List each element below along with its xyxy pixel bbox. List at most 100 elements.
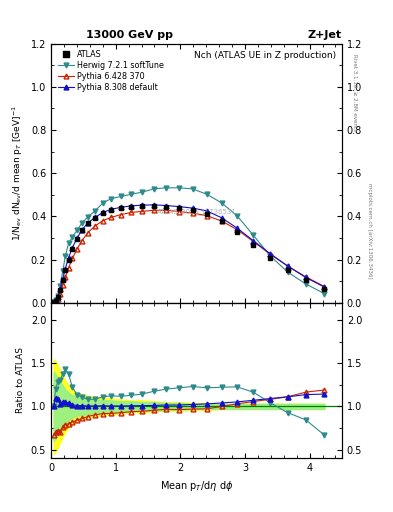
Pythia 8.308 default [190,205,195,211]
Text: ATLAS_2019_I1736531: ATLAS_2019_I1736531 [156,208,237,216]
ATLAS [55,294,60,301]
Pythia 8.308 default [63,266,68,272]
Herwig 7.2.1 softTune [93,208,97,214]
Pythia 8.308 default [101,209,105,216]
Herwig 7.2.1 softTune [251,232,256,239]
Line: Pythia 8.308 default: Pythia 8.308 default [51,202,327,305]
Text: 13000 GeV pp: 13000 GeV pp [86,30,173,40]
Herwig 7.2.1 softTune [51,299,56,305]
Herwig 7.2.1 softTune [80,220,84,226]
Pythia 6.428 370 [86,229,90,236]
ATLAS [151,203,156,209]
ATLAS [58,287,62,293]
Herwig 7.2.1 softTune [177,185,182,191]
ATLAS [235,229,240,235]
Pythia 8.308 default [93,215,97,221]
Pythia 6.428 370 [322,284,327,290]
Pythia 6.428 370 [204,212,209,219]
Pythia 8.308 default [151,202,156,208]
Pythia 8.308 default [129,203,134,209]
Herwig 7.2.1 softTune [109,196,114,202]
ATLAS [303,278,308,284]
ATLAS [93,215,97,221]
Pythia 6.428 370 [268,251,272,257]
ATLAS [86,220,90,226]
ATLAS [119,205,123,211]
ATLAS [53,297,58,304]
ATLAS [75,236,79,242]
Pythia 8.308 default [285,263,290,269]
ATLAS [63,267,68,273]
Pythia 6.428 370 [251,239,256,245]
Pythia 8.308 default [61,276,65,282]
ATLAS [51,299,56,305]
Pythia 8.308 default [109,206,114,212]
Pythia 6.428 370 [80,238,84,244]
ATLAS [109,207,114,213]
Herwig 7.2.1 softTune [303,281,308,287]
Pythia 8.308 default [75,236,79,242]
Legend: ATLAS, Herwig 7.2.1 softTune, Pythia 6.428 370, Pythia 8.308 default: ATLAS, Herwig 7.2.1 softTune, Pythia 6.4… [55,48,166,94]
ATLAS [251,242,256,248]
Pythia 6.428 370 [164,207,169,214]
Text: Z+Jet: Z+Jet [308,30,342,40]
Pythia 6.428 370 [63,274,68,280]
ATLAS [70,246,75,252]
ATLAS [177,205,182,211]
X-axis label: Mean p$_T$/d$\eta$ d$\phi$: Mean p$_T$/d$\eta$ d$\phi$ [160,479,233,493]
Herwig 7.2.1 softTune [164,185,169,191]
Pythia 6.428 370 [140,208,145,215]
Line: Herwig 7.2.1 softTune: Herwig 7.2.1 softTune [51,185,327,305]
Pythia 8.308 default [51,299,56,305]
Pythia 6.428 370 [177,208,182,215]
Pythia 8.308 default [251,238,256,244]
Herwig 7.2.1 softTune [204,191,209,197]
Pythia 8.308 default [119,204,123,210]
Herwig 7.2.1 softTune [322,291,327,297]
ATLAS [322,286,327,292]
Pythia 6.428 370 [66,265,71,271]
Herwig 7.2.1 softTune [61,268,65,274]
Pythia 8.308 default [268,250,272,257]
Pythia 6.428 370 [93,223,97,229]
Pythia 8.308 default [219,215,224,221]
ATLAS [268,254,272,261]
Pythia 6.428 370 [235,227,240,233]
Pythia 8.308 default [204,208,209,214]
Pythia 6.428 370 [70,255,75,262]
Pythia 6.428 370 [55,296,60,302]
Pythia 8.308 default [140,202,145,208]
ATLAS [66,257,71,263]
ATLAS [61,277,65,283]
Herwig 7.2.1 softTune [190,186,195,192]
Herwig 7.2.1 softTune [66,240,71,246]
ATLAS [190,207,195,214]
Pythia 6.428 370 [101,218,105,224]
Herwig 7.2.1 softTune [140,189,145,195]
Pythia 8.308 default [235,225,240,231]
Pythia 6.428 370 [129,209,134,216]
Y-axis label: 1/N$_{\rm ev}$ dN$_{\rm ev}$/d mean p$_T$ [GeV]$^{-1}$: 1/N$_{\rm ev}$ dN$_{\rm ev}$/d mean p$_T… [11,105,25,241]
Pythia 8.308 default [55,294,60,300]
Pythia 8.308 default [70,245,75,251]
Pythia 8.308 default [80,227,84,233]
Herwig 7.2.1 softTune [285,269,290,275]
Pythia 8.308 default [66,254,71,261]
ATLAS [129,204,134,210]
Pythia 8.308 default [58,286,62,292]
Pythia 6.428 370 [51,299,56,305]
Pythia 8.308 default [53,297,58,304]
Herwig 7.2.1 softTune [129,191,134,197]
Herwig 7.2.1 softTune [235,213,240,219]
Pythia 6.428 370 [219,218,224,224]
Y-axis label: Ratio to ATLAS: Ratio to ATLAS [16,348,25,414]
Text: Nch (ATLAS UE in Z production): Nch (ATLAS UE in Z production) [194,51,336,60]
Pythia 6.428 370 [109,215,114,221]
Line: ATLAS: ATLAS [51,204,327,305]
Herwig 7.2.1 softTune [58,283,62,289]
Text: Rivet 3.1.10; ≥ 2.8M events: Rivet 3.1.10; ≥ 2.8M events [352,54,357,131]
Herwig 7.2.1 softTune [55,293,60,299]
Text: mcplots.cern.ch [arXiv:1306.3436]: mcplots.cern.ch [arXiv:1306.3436] [367,183,373,278]
Herwig 7.2.1 softTune [63,253,68,260]
Herwig 7.2.1 softTune [119,194,123,200]
